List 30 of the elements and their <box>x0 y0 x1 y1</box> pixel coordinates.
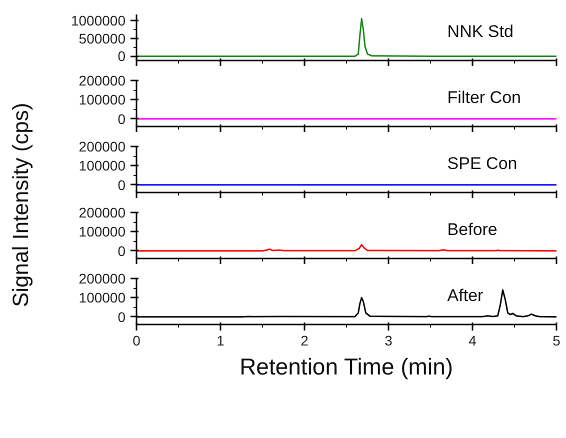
y-tick-label: 100000 <box>78 290 126 306</box>
y-tick-label: 0 <box>118 308 126 325</box>
x-tick-label: 2 <box>300 332 309 348</box>
y-tick-label: 0 <box>118 176 126 193</box>
series-label: NNK Std <box>447 22 514 42</box>
x-tick-label: 4 <box>468 332 477 348</box>
y-tick-label: 0 <box>118 242 126 259</box>
y-axis-title: Signal Intensity (cps) <box>7 102 34 308</box>
y-tick-label: 100000 <box>78 224 126 240</box>
y-tick-label: 1000000 <box>70 12 126 29</box>
x-tick-label: 5 <box>552 332 561 348</box>
line-series <box>136 18 556 57</box>
series-label: Filter Con <box>447 88 521 108</box>
series-label: Before <box>447 220 498 240</box>
y-tick-label: 0 <box>118 110 126 127</box>
series-label: SPE Con <box>447 154 518 174</box>
y-tick-label: 100000 <box>78 158 126 174</box>
y-tick-label: 0 <box>118 48 126 64</box>
y-tick-label: 200000 <box>78 72 126 88</box>
y-tick-label: 200000 <box>78 138 126 154</box>
x-axis-title: Retention Time (min) <box>240 354 454 380</box>
series-label: After <box>447 286 484 306</box>
y-tick-label: 500000 <box>78 30 126 46</box>
y-tick-label: 200000 <box>78 270 126 286</box>
x-tick-label: 3 <box>384 332 393 348</box>
y-tick-label: 200000 <box>78 204 126 220</box>
line-series <box>136 244 556 252</box>
x-tick-label: 1 <box>216 332 225 348</box>
x-tick-label: 0 <box>132 332 141 348</box>
y-tick-label: 100000 <box>78 92 126 108</box>
